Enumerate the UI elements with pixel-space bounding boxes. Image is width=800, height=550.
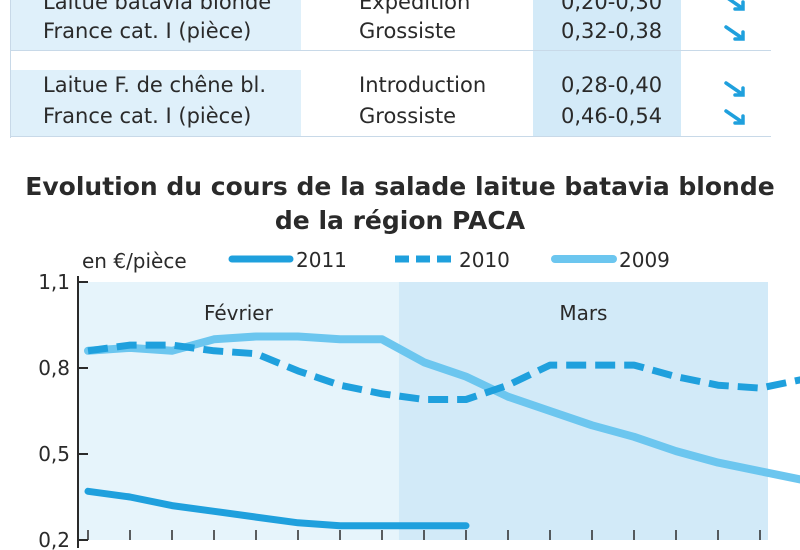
table-row-3-stage: Introduction	[359, 73, 487, 97]
series-line-2011	[84, 487, 470, 530]
legend-entry-2010: 2010	[459, 248, 510, 272]
y-tick-label: 0,2	[38, 528, 70, 550]
table-row-4-product: France cat. I (pièce)	[43, 104, 252, 128]
period-label-2: Mars	[559, 301, 607, 325]
series-line-2010	[87, 341, 800, 403]
arrow-down-right-icon	[724, 25, 745, 41]
table-row-1-product: Laitue batavia blonde	[43, 0, 272, 14]
legend-entry-2011: 2011	[296, 248, 347, 272]
table-block-1-background	[11, 0, 301, 50]
price-column-background	[533, 0, 681, 136]
y-axis-label: en €/pièce	[82, 249, 187, 273]
table-row-2-stage: Grossiste	[359, 19, 457, 43]
arrow-down-right-icon	[724, 81, 745, 97]
table-block-2-background	[11, 70, 301, 136]
table-row-3-price: 0,28-0,40	[561, 73, 663, 97]
arrow-down-right-icon	[724, 109, 745, 125]
y-tick-label: 1,1	[38, 270, 70, 294]
table-divider	[11, 50, 771, 51]
chart-title-line-2: de la région PACA	[274, 206, 526, 235]
period-band-2	[398, 282, 768, 540]
y-tick-label: 0,5	[38, 442, 70, 466]
period-label-1: Février	[204, 301, 274, 325]
table-row-3-product: Laitue F. de chêne bl.	[43, 73, 267, 97]
y-tick-label: 0,8	[38, 356, 70, 380]
chart-title-line-1: Evolution du cours de la salade laitue b…	[25, 172, 775, 201]
table-row-1-price: 0,20-0,30	[561, 0, 663, 14]
arrow-down-right-icon	[727, 0, 745, 11]
table-row-2-product: France cat. I (pièce)	[43, 19, 252, 43]
chart-title: Evolution du cours de la salade laitue b…	[0, 170, 800, 238]
price-table: Laitue batavia blonde Expédition 0,20-0,…	[10, 0, 771, 138]
table-row-4-price: 0,46-0,54	[561, 104, 663, 128]
table-row-4-stage: Grossiste	[359, 104, 457, 128]
series-line-2009	[84, 332, 800, 484]
table-row-1-stage: Expédition	[359, 0, 471, 14]
table-row-2-price: 0,32-0,38	[561, 19, 663, 43]
table-bottom-divider	[11, 136, 771, 137]
legend-entry-2009: 2009	[619, 248, 670, 272]
